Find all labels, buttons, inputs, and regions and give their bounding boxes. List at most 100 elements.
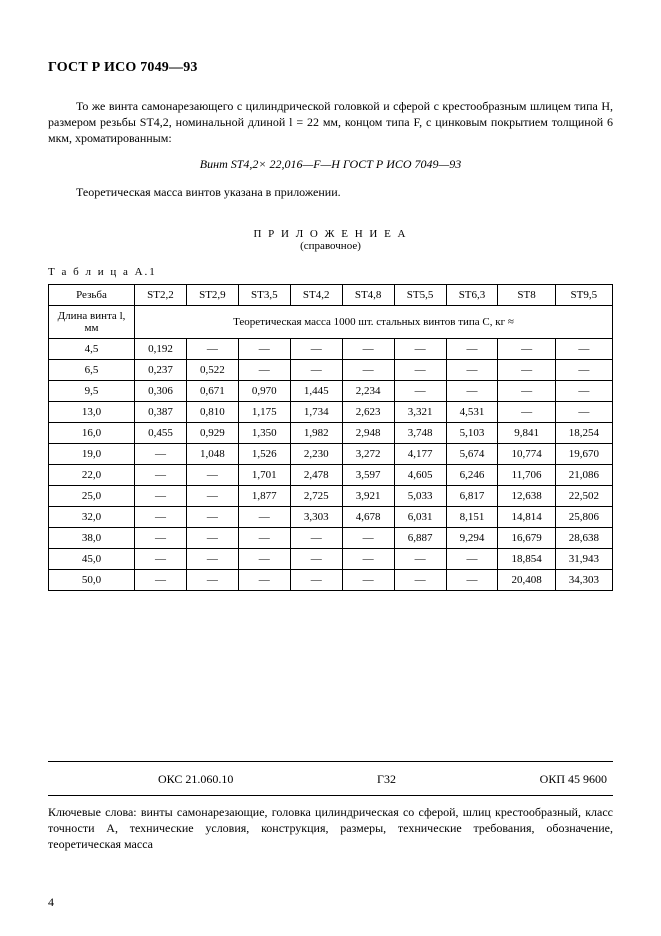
table-row: 32,0———3,3034,6786,0318,15114,81425,806 bbox=[49, 506, 613, 527]
table-cell: — bbox=[290, 569, 342, 590]
table-cell: — bbox=[342, 359, 394, 380]
table-col: ST5,5 bbox=[394, 284, 446, 305]
table-cell: 1,877 bbox=[238, 485, 290, 506]
table-cell: — bbox=[394, 338, 446, 359]
table-cell: 8,151 bbox=[446, 506, 498, 527]
table-col: ST2,9 bbox=[186, 284, 238, 305]
table-cell: 3,748 bbox=[394, 422, 446, 443]
okp-code: ОКП 45 9600 bbox=[540, 772, 607, 787]
table-row: 25,0——1,8772,7253,9215,0336,81712,63822,… bbox=[49, 485, 613, 506]
table-cell: 6,887 bbox=[394, 527, 446, 548]
table-cell: — bbox=[394, 359, 446, 380]
table-cell: 5,103 bbox=[446, 422, 498, 443]
table-cell: — bbox=[342, 569, 394, 590]
table-cell: 18,254 bbox=[555, 422, 612, 443]
table-cell: 1,701 bbox=[238, 464, 290, 485]
table-cell: 12,638 bbox=[498, 485, 555, 506]
table-cell: — bbox=[290, 338, 342, 359]
table-cell: 6,246 bbox=[446, 464, 498, 485]
table-row: 9,50,3060,6710,9701,4452,234———— bbox=[49, 380, 613, 401]
table-cell: — bbox=[498, 380, 555, 401]
table-cell: — bbox=[555, 380, 612, 401]
table-row-label: 16,0 bbox=[49, 422, 135, 443]
table-cell: 3,272 bbox=[342, 443, 394, 464]
table-col: ST2,2 bbox=[135, 284, 187, 305]
table-row-label: 22,0 bbox=[49, 464, 135, 485]
table-length-label: Длина винта l, мм bbox=[49, 305, 135, 338]
table-cell: — bbox=[498, 401, 555, 422]
table-cell: — bbox=[186, 464, 238, 485]
table-cell: — bbox=[290, 359, 342, 380]
table-cell: — bbox=[135, 485, 187, 506]
designation-line: Винт ST4,2× 22,016—F—H ГОСТ Р ИСО 7049—9… bbox=[48, 157, 613, 172]
g32-code: Г32 bbox=[377, 772, 396, 787]
table-cell: 0,929 bbox=[186, 422, 238, 443]
table-header-thread: Резьба bbox=[49, 284, 135, 305]
appendix-title: П Р И Л О Ж Е Н И Е А bbox=[48, 228, 613, 240]
table-row-label: 50,0 bbox=[49, 569, 135, 590]
table-cell: — bbox=[446, 569, 498, 590]
table-cell: — bbox=[238, 527, 290, 548]
table-cell: 9,294 bbox=[446, 527, 498, 548]
document-title: ГОСТ Р ИСО 7049—93 bbox=[48, 60, 613, 76]
table-cell: 2,234 bbox=[342, 380, 394, 401]
table-cell: 4,177 bbox=[394, 443, 446, 464]
table-cell: 16,679 bbox=[498, 527, 555, 548]
table-cell: 4,678 bbox=[342, 506, 394, 527]
table-cell: — bbox=[498, 359, 555, 380]
table-row: 16,00,4550,9291,3501,9822,9483,7485,1039… bbox=[49, 422, 613, 443]
table-row: 50,0———————20,40834,303 bbox=[49, 569, 613, 590]
table-row-label: 9,5 bbox=[49, 380, 135, 401]
appendix-subtitle: (справочное) bbox=[48, 240, 613, 252]
table-cell: — bbox=[342, 548, 394, 569]
table-subheader-row: Длина винта l, мм Теоретическая масса 10… bbox=[49, 305, 613, 338]
table-cell: 2,478 bbox=[290, 464, 342, 485]
table-cell: 1,048 bbox=[186, 443, 238, 464]
table-cell: — bbox=[446, 548, 498, 569]
table-cell: — bbox=[394, 548, 446, 569]
table-row-label: 45,0 bbox=[49, 548, 135, 569]
table-cell: 22,502 bbox=[555, 485, 612, 506]
table-cell: — bbox=[186, 569, 238, 590]
table-cell: 3,303 bbox=[290, 506, 342, 527]
table-cell: 0,522 bbox=[186, 359, 238, 380]
table-cell: — bbox=[186, 527, 238, 548]
table-cell: 2,623 bbox=[342, 401, 394, 422]
table-cell: 4,605 bbox=[394, 464, 446, 485]
table-cell: 31,943 bbox=[555, 548, 612, 569]
table-cell: 3,921 bbox=[342, 485, 394, 506]
classification-codes: ОКС 21.060.10 Г32 ОКП 45 9600 bbox=[48, 772, 613, 795]
table-cell: 1,175 bbox=[238, 401, 290, 422]
table-cell: — bbox=[135, 443, 187, 464]
table-cell: — bbox=[394, 569, 446, 590]
table-cell: 0,970 bbox=[238, 380, 290, 401]
separator-line bbox=[48, 761, 613, 762]
table-cell: — bbox=[238, 338, 290, 359]
table-cell: — bbox=[135, 548, 187, 569]
table-row: 38,0—————6,8879,29416,67928,638 bbox=[49, 527, 613, 548]
table-cell: — bbox=[135, 527, 187, 548]
table-cell: 1,526 bbox=[238, 443, 290, 464]
table-cell: 2,725 bbox=[290, 485, 342, 506]
table-col: ST4,2 bbox=[290, 284, 342, 305]
table-cell: 1,982 bbox=[290, 422, 342, 443]
table-cell: 0,192 bbox=[135, 338, 187, 359]
table-cell: 0,671 bbox=[186, 380, 238, 401]
table-cell: 0,810 bbox=[186, 401, 238, 422]
table-cell: — bbox=[186, 485, 238, 506]
table-cell: — bbox=[555, 401, 612, 422]
table-cell: — bbox=[135, 569, 187, 590]
table-cell: 11,706 bbox=[498, 464, 555, 485]
table-cell: — bbox=[238, 506, 290, 527]
table-row-label: 13,0 bbox=[49, 401, 135, 422]
table-col: ST6,3 bbox=[446, 284, 498, 305]
table-body: 4,50,192————————6,50,2370,522———————9,50… bbox=[49, 338, 613, 590]
table-cell: — bbox=[238, 548, 290, 569]
table-row: 22,0——1,7012,4783,5974,6056,24611,70621,… bbox=[49, 464, 613, 485]
table-row: 45,0———————18,85431,943 bbox=[49, 548, 613, 569]
table-cell: 21,086 bbox=[555, 464, 612, 485]
table-cell: — bbox=[446, 359, 498, 380]
table-cell: — bbox=[555, 338, 612, 359]
table-cell: 0,237 bbox=[135, 359, 187, 380]
table-cell: — bbox=[555, 359, 612, 380]
